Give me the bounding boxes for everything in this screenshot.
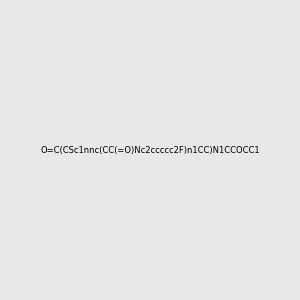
Text: O=C(CSc1nnc(CC(=O)Nc2ccccc2F)n1CC)N1CCOCC1: O=C(CSc1nnc(CC(=O)Nc2ccccc2F)n1CC)N1CCOC… xyxy=(40,146,260,154)
